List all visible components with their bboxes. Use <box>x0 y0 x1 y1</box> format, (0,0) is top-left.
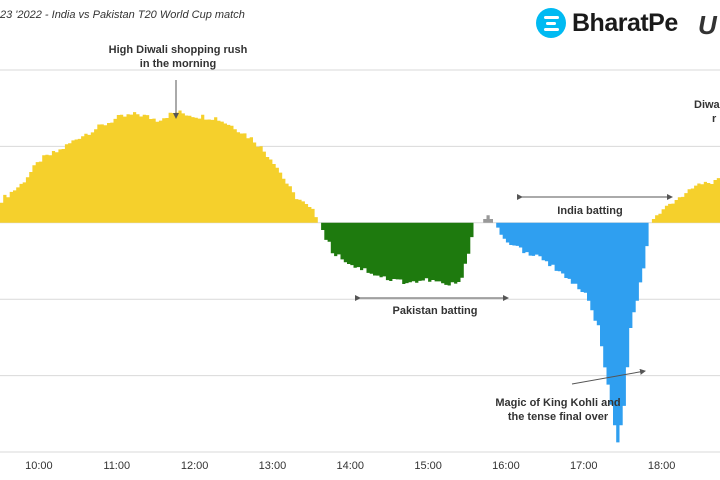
annotation-india-batting-label: India batting <box>557 205 623 217</box>
annotation-arrows <box>173 80 673 385</box>
annotation-diwali-morning: High Diwali shopping rush in the morning <box>98 43 258 71</box>
x-axis-ticks: 10:00 11:00 12:00 13:00 14:00 15:00 16:00 17:00… <box>25 460 675 472</box>
annotation-india-batting: India batting <box>530 204 650 218</box>
area-series-3 <box>493 222 649 443</box>
annotation-diwali-evening-line-2: r <box>712 113 717 125</box>
annotation-pakistan-batting: Pakistan batting <box>375 304 495 318</box>
x-tick-label: 11:00 <box>103 460 130 472</box>
bharatpe-logo-text: BharatPe <box>572 8 678 37</box>
annotation-diwali-evening-line-1: Diwa <box>694 99 720 111</box>
annotation-kohli-line-2: the tense final over <box>507 411 609 423</box>
x-tick-label: 18:00 <box>648 460 676 472</box>
x-tick-label: 17:00 <box>570 460 598 472</box>
x-tick-label: 14:00 <box>337 460 365 472</box>
area-series-4 <box>648 178 720 223</box>
annotation-pakistan-batting-label: Pakistan batting <box>392 305 478 317</box>
x-tick-label: 13:00 <box>259 460 287 472</box>
x-tick-label: 12:00 <box>181 460 209 472</box>
arrow-kohli <box>571 368 646 385</box>
annotation-kohli-line-1: Magic of King Kohli and <box>495 397 621 409</box>
area-series-1 <box>317 222 474 286</box>
x-tick-label: 16:00 <box>492 460 520 472</box>
annotation-diwali-morning-line-1: High Diwali shopping rush <box>108 44 248 56</box>
area-series-0 <box>0 110 318 223</box>
annotation-kohli: Magic of King Kohli and the tense final … <box>478 396 638 424</box>
area-series-2 <box>480 215 493 223</box>
annotation-diwali-evening: Diwa r <box>694 98 720 126</box>
annotation-diwali-morning-line-2: in the morning <box>139 58 217 70</box>
bharatpe-logo-icon <box>536 8 566 38</box>
bharatpe-logo: BharatPe <box>536 8 678 38</box>
chart-areas <box>0 110 720 443</box>
chart-subtitle: 23 '2022 - India vs Pakistan T20 World C… <box>0 9 245 21</box>
x-tick-label: 10:00 <box>25 460 53 472</box>
x-tick-label: 15:00 <box>414 460 442 472</box>
partner-logo: U <box>698 10 717 40</box>
